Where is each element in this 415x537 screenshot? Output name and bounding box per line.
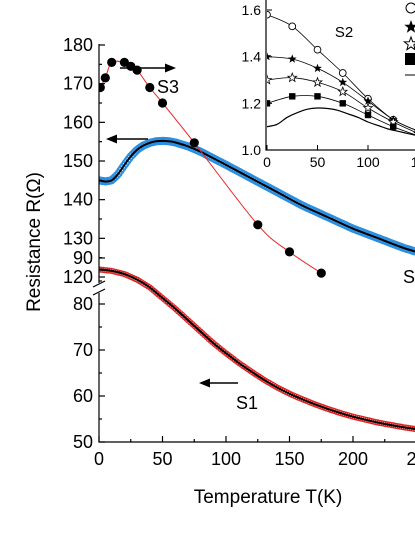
y-tick-label: 160 [63,112,93,132]
inset-data-point [390,123,397,130]
inset-data-point [288,22,297,31]
x-tick-label: 0 [94,449,104,469]
legend-open-star [402,35,415,51]
inset-data-point [289,93,296,100]
s1-annotation: S1 [236,393,258,413]
arrow-right-icon [120,63,176,73]
inset-data-point [313,45,322,54]
main-ticks [98,44,386,443]
inset-data-point [338,69,347,77]
inset-y-tick-label: 1.4 [242,49,262,65]
s-fit-line [99,139,415,253]
y-tick-label: 170 [63,74,93,94]
s3-data-point [132,65,142,75]
inset-data-point [338,77,348,87]
x-tick-label: 25 [406,449,415,469]
arrow-left-icon [106,134,148,144]
inset-legend [402,2,415,76]
x-tick-label: 100 [211,449,241,469]
inset-data-point [363,96,373,105]
inset-y-tick-label: 1.0 [242,142,262,158]
inset-series [267,10,415,136]
s1-data-point [177,310,184,317]
inset-data-point [314,93,321,100]
y-tick-label: 90 [73,248,93,268]
s1-data-point [183,315,190,322]
inset-data-point [287,54,297,63]
inset-x-tick-label: 15 [411,154,415,170]
s1-data-point [173,306,180,313]
inset-data-point [267,10,271,19]
s1-fit-line [99,268,415,430]
s3-data-point [99,82,105,93]
y-tick-label: 50 [73,432,93,452]
inset-data-point [313,63,322,73]
s3-data-point [189,138,199,148]
inset-data-point [337,85,349,97]
s1-data-point [179,311,186,319]
inset-data-point [267,74,273,85]
s1-data-point [207,337,214,344]
s-annotation: S [403,267,415,287]
y-tick-label: 140 [63,190,93,210]
inset-series-line [267,107,415,136]
s3-data-point [107,57,117,67]
y-tick-label: 80 [73,294,93,314]
inset-title: S2 [335,24,353,41]
s3-data-point [253,220,263,230]
s1-data-point [201,332,208,339]
s1-data-point [191,323,198,330]
inset-x-tick-label: 50 [310,154,326,170]
inset-data-point [364,111,372,119]
y-tick-label: 60 [73,386,93,406]
y-tick-label: 120 [63,267,93,287]
s3-data-point [284,247,295,257]
s3-data-point [145,82,155,93]
x-tick-label: 150 [274,449,304,469]
arrow-left-icon [199,378,238,388]
inset-x-tick-label: 0 [263,154,271,170]
s1-data-point [189,321,196,328]
s3-data-point [100,73,110,83]
s3-data-point [157,98,168,108]
y-tick-label: 70 [73,340,93,360]
s3-annotation: S3 [157,77,179,97]
legend-filled-star [404,20,415,33]
axis-break-marks [92,280,106,296]
inset-data-point [311,76,324,88]
y-tick-label: 130 [63,228,93,248]
s1-series [99,266,415,432]
x-tick-label: 200 [338,449,368,469]
main-plot [99,57,415,432]
x-axis-label: Temperature T(K) [194,487,343,508]
y-axis-label: Resistance R(Ω) [24,172,45,312]
y-tick-label: 150 [63,151,93,171]
s3-data-point [316,268,326,278]
s1-data-point [195,326,202,333]
s3-series [99,57,326,278]
s1-data-point [197,328,204,335]
inset-x-tick-label: 100 [356,154,380,170]
s1-data-point [185,317,192,324]
inset-y-tick-label: 1.2 [242,95,262,111]
main-tick-labels: 0501001502002512013014015016017018050607… [63,35,415,469]
inset-data-point [339,100,346,107]
s1-data-point [203,334,210,341]
y-tick-label: 180 [63,35,93,55]
inset-y-tick-label: 1.6 [242,2,262,18]
inset-data-point [286,71,298,83]
inset-chart: 0 50 100 15 1.0 1.2 1.4 1.6 S2 [242,0,415,170]
x-tick-label: 50 [152,449,172,469]
inset-data-point [362,102,374,113]
